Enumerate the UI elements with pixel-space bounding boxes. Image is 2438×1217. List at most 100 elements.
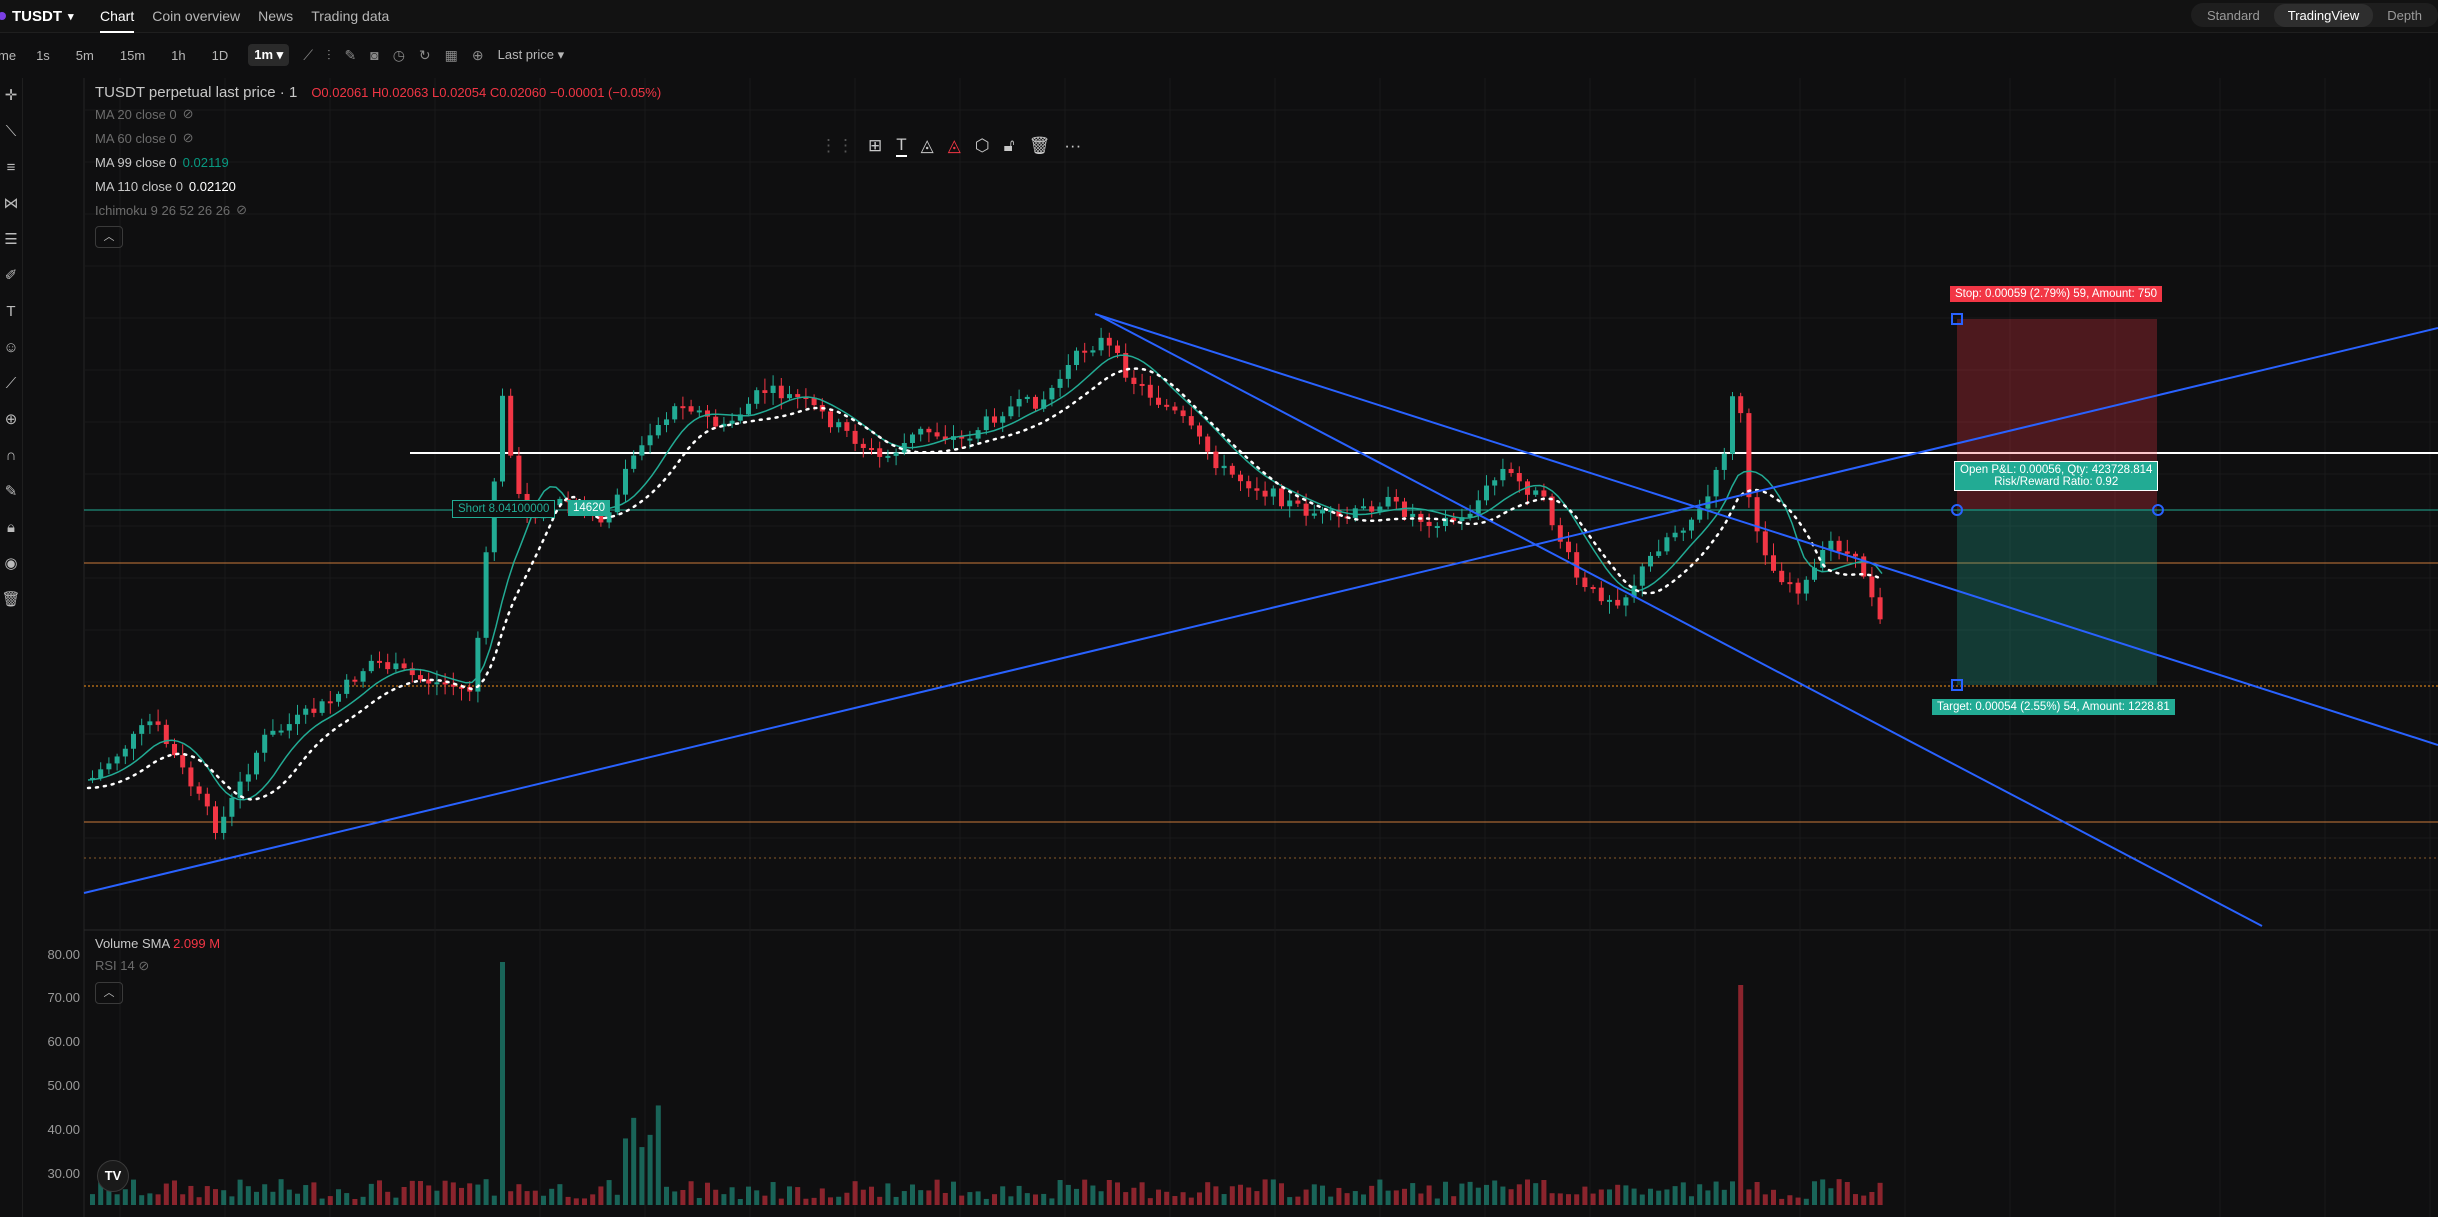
candle-body: [196, 786, 202, 794]
volume-bar: [1500, 1186, 1506, 1205]
trendline-icon[interactable]: ⟍: [5, 123, 17, 140]
tab-news[interactable]: News: [258, 8, 294, 24]
time-label[interactable]: me: [0, 47, 17, 63]
volume-bar: [1738, 985, 1744, 1205]
candle-body: [1844, 551, 1850, 554]
candle-body: [1623, 597, 1629, 606]
channel-icon[interactable]: ☰: [4, 231, 18, 248]
tradingview-logo-icon[interactable]: TV: [97, 1160, 129, 1192]
pencil-icon[interactable]: ✎: [344, 46, 357, 63]
view-tradingview[interactable]: TradingView: [2273, 3, 2374, 27]
crosshair-icon[interactable]: ✛: [4, 87, 18, 104]
volume-bar: [582, 1198, 587, 1205]
volume-bar: [286, 1189, 292, 1205]
refresh-icon[interactable]: ↻: [418, 46, 431, 63]
volume-bar: [336, 1189, 341, 1205]
volume-bar: [1754, 1181, 1760, 1205]
short-position-label[interactable]: Short 8.04100000: [452, 500, 556, 518]
collapse-legend-button[interactable]: ︿: [95, 226, 123, 248]
drawing-toolbar: ✛ ⟍ ≡ ⋈ ☰ ✐ T ☺ ⟋ ⊕ ∩ ✎ 🔒︎ ◉ 🗑︎: [0, 78, 23, 1217]
target-zone: [1957, 509, 2157, 685]
view-depth[interactable]: Depth: [2387, 7, 2422, 23]
volume-bar: [729, 1187, 735, 1205]
candle-body: [1147, 384, 1153, 398]
pattern-icon[interactable]: ⋈: [3, 195, 19, 212]
text-style-icon[interactable]: T: [896, 135, 907, 157]
hidden-eye-icon[interactable]: ⊘: [138, 958, 150, 973]
eye-icon[interactable]: ◉: [4, 555, 18, 572]
ma99-label: MA 99 close 0: [95, 154, 177, 170]
volume-bar: [770, 1182, 776, 1205]
volume-bar: [1475, 1187, 1481, 1205]
volume-bar: [122, 1189, 128, 1205]
calendar-icon[interactable]: ▦: [444, 46, 458, 63]
interval-1m[interactable]: 1m ▾: [248, 44, 290, 66]
template-icon[interactable]: ⊞: [868, 136, 883, 155]
candle-body: [1188, 416, 1194, 426]
drag-handle-icon[interactable]: ⋮⋮: [820, 136, 854, 155]
lock-drawing-icon[interactable]: 🔓︎: [1003, 136, 1015, 155]
volume-bar: [1279, 1183, 1284, 1205]
interval-1s[interactable]: 1s: [36, 47, 50, 63]
price-source-select[interactable]: Last price ▾: [497, 47, 565, 62]
candle-body: [147, 721, 153, 726]
candle-body: [1828, 540, 1834, 550]
tab-trading-data[interactable]: Trading data: [311, 8, 390, 24]
volume-bar: [450, 1182, 456, 1205]
volume-bar: [1574, 1194, 1580, 1205]
candle-body: [344, 679, 350, 694]
descending-trendline-1: [1094, 313, 2438, 746]
hidden-eye-icon[interactable]: ⊘: [182, 106, 194, 121]
plus-circle-icon[interactable]: ⊕: [471, 46, 484, 63]
fib-icon[interactable]: ≡: [6, 159, 16, 176]
delete-drawing-icon[interactable]: 🗑︎: [1028, 136, 1051, 155]
candle-body: [1385, 496, 1391, 507]
ichimoku-label: Ichimoku 9 26 52 26 26: [95, 202, 231, 218]
candle-body: [377, 660, 382, 663]
volume-bar: [549, 1188, 555, 1205]
camera-icon[interactable]: ◙: [370, 47, 379, 63]
ruler-icon[interactable]: ⟋: [5, 375, 17, 392]
collapse-volume-legend-button[interactable]: ︿: [95, 982, 123, 1004]
entry-handle: [1951, 504, 1963, 516]
candle-body: [434, 682, 440, 685]
candle-body: [1787, 582, 1793, 585]
interval-15m[interactable]: 15m: [119, 47, 146, 63]
interval-1h[interactable]: 1h: [171, 47, 186, 63]
interval-5m[interactable]: 5m: [75, 47, 94, 63]
zoom-icon[interactable]: ⊕: [4, 411, 18, 428]
magnet-icon[interactable]: ∩: [5, 447, 17, 464]
pencil-lock-icon[interactable]: ✎: [4, 483, 18, 500]
text-icon[interactable]: T: [6, 303, 16, 320]
lock-icon[interactable]: 🔒︎: [7, 519, 15, 536]
volume-bar: [1484, 1184, 1489, 1205]
tab-coin-overview[interactable]: Coin overview: [152, 8, 241, 24]
candle-body: [1869, 576, 1875, 598]
candle-body: [270, 730, 276, 735]
line-chart-icon[interactable]: ⟋: [303, 46, 313, 63]
volume-bar: [1451, 1196, 1457, 1205]
volume-bar: [721, 1194, 727, 1205]
candle-body: [98, 769, 104, 778]
interval-1d[interactable]: 1D: [211, 47, 229, 63]
fill-color-icon[interactable]: ◬: [920, 136, 934, 155]
alarm-icon[interactable]: ◷: [392, 46, 405, 63]
indicators-icon[interactable]: ⫶: [327, 46, 331, 63]
emoji-icon[interactable]: ☺: [3, 339, 19, 356]
volume-bar: [1287, 1197, 1293, 1205]
tab-chart[interactable]: Chart: [100, 8, 135, 33]
more-icon[interactable]: ···: [1064, 136, 1082, 155]
volume-bar: [688, 1181, 694, 1205]
candle-body: [1803, 579, 1809, 594]
volume-bar: [1139, 1182, 1145, 1205]
line-color-icon[interactable]: ◬: [947, 136, 961, 155]
settings-icon[interactable]: ⬡: [974, 136, 990, 155]
trash-icon[interactable]: 🗑︎: [1, 591, 21, 608]
symbol-selector[interactable]: TUSDT ▾: [0, 0, 74, 32]
view-standard[interactable]: Standard: [2206, 7, 2260, 23]
candle-body: [1254, 488, 1260, 491]
brush-icon[interactable]: ✐: [4, 267, 18, 284]
hidden-eye-icon[interactable]: ⊘: [236, 202, 248, 217]
hidden-eye-icon[interactable]: ⊘: [182, 130, 194, 145]
